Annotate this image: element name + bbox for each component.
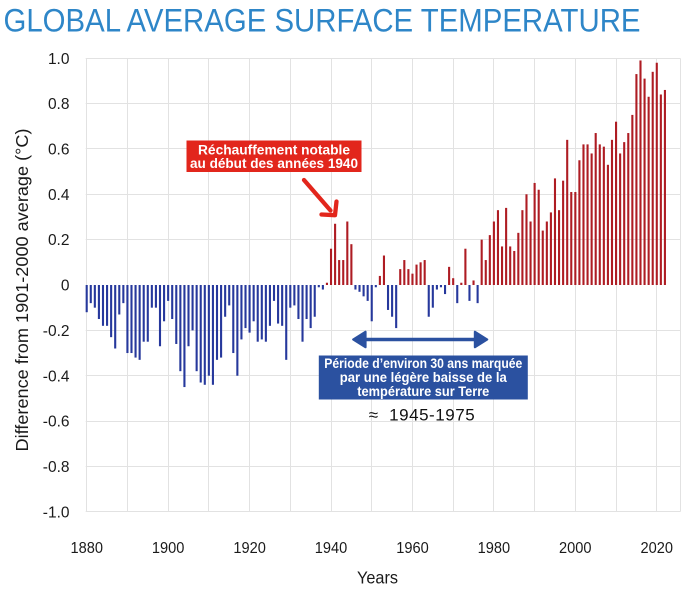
svg-text:-0.4: -0.4 xyxy=(43,368,70,385)
svg-text:2020: 2020 xyxy=(641,540,674,557)
svg-text:-0.6: -0.6 xyxy=(43,414,70,431)
svg-text:GLOBAL AVERAGE SURFACE TEMPERA: GLOBAL AVERAGE SURFACE TEMPERATURE xyxy=(4,2,641,38)
svg-text:0.4: 0.4 xyxy=(48,187,70,204)
svg-text:par une légère baisse de la: par une légère baisse de la xyxy=(340,370,507,385)
svg-text:au début des années 1940: au début des années 1940 xyxy=(190,156,358,171)
svg-text:2000: 2000 xyxy=(559,540,592,557)
svg-text:Réchauffement notable: Réchauffement notable xyxy=(198,143,350,158)
svg-text:0.2: 0.2 xyxy=(48,232,70,249)
svg-text:1980: 1980 xyxy=(478,540,511,557)
svg-text:1960: 1960 xyxy=(396,540,429,557)
svg-text:0.8: 0.8 xyxy=(48,96,70,113)
svg-text:température sur Terre: température sur Terre xyxy=(357,384,489,399)
svg-text:Years: Years xyxy=(357,568,398,588)
svg-text:-0.8: -0.8 xyxy=(43,459,70,476)
svg-text:1940: 1940 xyxy=(315,540,348,557)
svg-text:1900: 1900 xyxy=(152,540,185,557)
svg-text:≈ 1945-1975: ≈ 1945-1975 xyxy=(369,405,475,424)
svg-text:0.6: 0.6 xyxy=(48,142,70,159)
svg-text:1920: 1920 xyxy=(233,540,266,557)
svg-text:1.0: 1.0 xyxy=(48,51,70,68)
svg-text:-1.0: -1.0 xyxy=(43,504,70,521)
svg-text:0: 0 xyxy=(61,278,70,295)
svg-text:-0.2: -0.2 xyxy=(43,323,70,340)
svg-text:1880: 1880 xyxy=(70,540,103,557)
svg-text:Période d’environ 30 ans marqu: Période d’environ 30 ans marquée xyxy=(324,356,522,371)
svg-text:Difference from 1901-2000 aver: Difference from 1901-2000 average (°C) xyxy=(12,129,32,452)
